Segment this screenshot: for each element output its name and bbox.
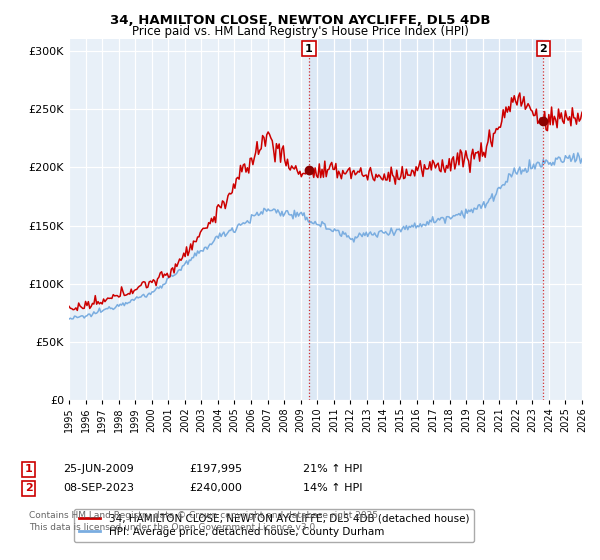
Text: Contains HM Land Registry data © Crown copyright and database right 2025.
This d: Contains HM Land Registry data © Crown c… xyxy=(29,511,380,531)
Text: 1: 1 xyxy=(305,44,313,54)
Text: 14% ↑ HPI: 14% ↑ HPI xyxy=(303,483,362,493)
Text: 34, HAMILTON CLOSE, NEWTON AYCLIFFE, DL5 4DB: 34, HAMILTON CLOSE, NEWTON AYCLIFFE, DL5… xyxy=(110,14,490,27)
Text: £240,000: £240,000 xyxy=(189,483,242,493)
Text: Price paid vs. HM Land Registry's House Price Index (HPI): Price paid vs. HM Land Registry's House … xyxy=(131,25,469,38)
Text: 2: 2 xyxy=(25,483,32,493)
Text: 25-JUN-2009: 25-JUN-2009 xyxy=(63,464,134,474)
Text: 1: 1 xyxy=(25,464,32,474)
Legend: 34, HAMILTON CLOSE, NEWTON AYCLIFFE, DL5 4DB (detached house), HPI: Average pric: 34, HAMILTON CLOSE, NEWTON AYCLIFFE, DL5… xyxy=(74,508,474,542)
Text: 08-SEP-2023: 08-SEP-2023 xyxy=(63,483,134,493)
Text: £197,995: £197,995 xyxy=(189,464,242,474)
Text: 2: 2 xyxy=(539,44,547,54)
Bar xyxy=(309,39,544,400)
Text: 21% ↑ HPI: 21% ↑ HPI xyxy=(303,464,362,474)
